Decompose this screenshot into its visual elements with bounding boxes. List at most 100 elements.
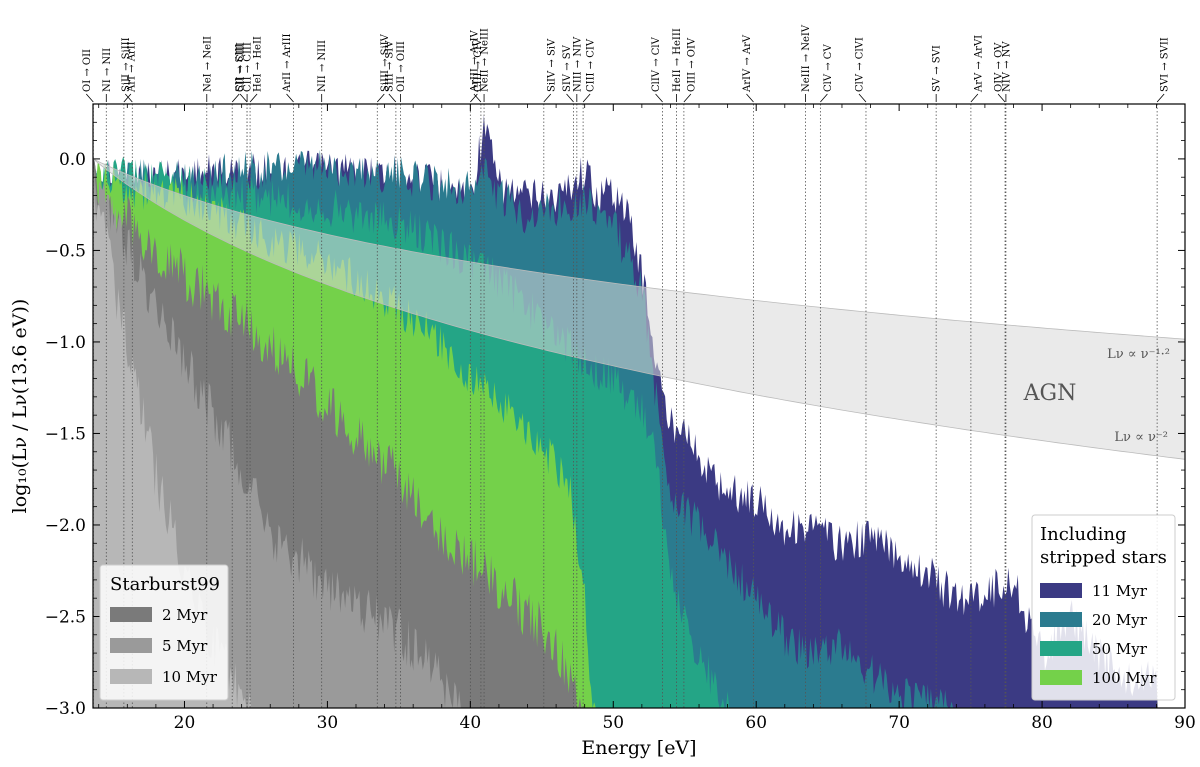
edge-connector-oiv-ov [997,93,1006,103]
y-axis-ticks: 0.0 −0.5 −1.0 −1.5 −2.0 −2.5 −3.0 [45,121,1185,719]
edge-connector-svi-svii [1156,93,1165,103]
edge-label-clv-clvi: ClV → ClVI [855,37,866,92]
edge-label-niii-niv: NIII → NIV [572,36,583,92]
edge-label-neiii-neiv: NeIII → NeIV [801,24,812,92]
legend-stripped-items: 11 Myr 20 Myr 50 Myr 100 Myr [1040,582,1157,687]
edge-label-siiii-siiv: SiIII → SiIV [380,33,391,92]
edge-label-oi-oii: OI → OII [82,49,93,92]
legend-starburst99-title: Starburst99 [110,574,220,595]
edge-label-niv-nv: NIV → NV [1001,41,1012,92]
legend-starburst99-swatch-5-myr [110,638,152,653]
plot-frame [92,103,1186,709]
edge-label-oii-oiii: OII → OIII [396,41,407,92]
edge-label-nii-niii: NII → NIII [317,40,328,92]
edge-connector-siii-siv [388,93,397,103]
edge-label-oiv-ov: OIV → OV [994,42,1005,92]
edge-label-sv-svi: SV → SVI [932,45,943,92]
legend-starburst99-swatch-2-myr [110,607,152,622]
edge-label-ariii-ariv: ArIII → ArIV [469,29,480,93]
edge-label-neii-neiii: NeII → NeIII [480,28,491,92]
agn-label: AGN [1023,381,1077,406]
legend-starburst99-label-10-myr: 10 Myr [162,668,218,686]
edge-label-cii-ciii: CII → CIII [243,42,254,92]
edge-connector-siiv-siv [543,93,552,103]
legend-starburst99-label-2-myr: 2 Myr [162,606,208,624]
legend-stripped-label-11-myr: 11 Myr [1092,582,1148,600]
edge-label-arv-arvi: ArV → ArVI [973,35,984,93]
edge-connector-ciii-civ [470,93,478,103]
edge-connector-clv-cv [820,93,828,103]
y-tick-label: 0.0 [59,150,86,170]
legend-starburst99: Starburst99 2 Myr 5 Myr 10 Myr [99,564,229,701]
legend-starburst99-box [99,564,229,701]
edge-label-siii-siv: SIII → SIV [384,40,395,92]
legend-stripped-stars: Including stripped stars 11 Myr 20 Myr 50 … [1031,514,1176,701]
plot-area [93,104,1185,708]
x-tick-label: 80 [1031,713,1053,733]
edge-connector-ariii-ariv [473,93,482,103]
edge-label-oiii-oiv: OIII → OIV [686,37,697,92]
legend-stripped-swatch-100-myr [1040,670,1082,685]
y-tick-label: −2.0 [45,516,86,536]
legend-stripped-label-20-myr: 20 Myr [1092,611,1148,629]
edge-connector-siii-siiii [125,93,133,103]
edge-label-cliv-clv: ClIV → ClV [651,36,662,92]
edge-connector-siv-sv [566,93,574,103]
y-axis-title: log₁₀(Lν / Lν(13.6 eV)) [9,299,31,514]
edge-connector-cii-ciii [239,93,248,103]
edge-label-ciii-civ: CIII → CIV [586,38,597,92]
legend-starburst99-label-5-myr: 5 Myr [162,637,208,655]
agn-labels: AGN Lν ∝ ν⁻¹·² Lν ∝ ν⁻² [1023,347,1170,445]
legend-stripped-swatch-20-myr [1040,612,1082,627]
y-tick-label: −2.5 [45,607,86,627]
agn-band-layer [93,158,1185,460]
legend-stripped-swatch-11-myr [1040,583,1082,598]
edge-label-ni-nii: NI → NII [102,48,113,92]
edge-label-arii-ariii: ArII → ArIII [282,33,293,93]
edge-connector-ciii-civ [582,93,591,103]
agn-lower-slope-label: Lν ∝ ν⁻² [1114,430,1168,445]
legend-stripped-swatch-50-myr [1040,641,1082,656]
edge-connector-oi-oii [85,93,94,103]
edge-connector-siiii-siiv [376,93,385,103]
edge-label-ari-arii: ArI → ArII [126,41,137,93]
edge-connector-sii-siii [231,93,240,103]
x-tick-label: 90 [1174,713,1196,733]
x-tick-label: 60 [745,713,767,733]
x-tick-label: 40 [460,713,482,733]
edge-connector-arv-arvi [970,93,979,103]
edge-label-ciii-civ: CIII → CIV [473,38,484,92]
edge-connector-ariv-arv [746,93,754,103]
edge-label-svi-svii: SVI → SVII [1160,37,1171,92]
x-tick-label: 50 [602,713,624,733]
edge-connector-oiii-oiv [683,93,692,103]
y-tick-label: −3.0 [45,699,86,719]
edge-label-nei-neii: NeI → NeII [202,36,213,92]
edge-connector-ari-arii [123,93,132,103]
edge-label-ariv-arv: ArIV → ArV [742,34,753,93]
edge-label-cii-ciii: CII → CIII [236,42,247,92]
legend-stripped-label-50-myr: 50 Myr [1092,640,1148,658]
edge-connector-clv-clvi [858,93,867,103]
x-axis-title: Energy [eV] [581,737,696,759]
edge-label-siv-sv: SIV → SV [562,44,573,92]
x-tick-label: 30 [317,713,339,733]
legend-stripped-title-line2: stripped stars [1040,547,1167,568]
edge-label-siii-siiii: SiII → SiIII [121,37,132,92]
y-tick-label: −0.5 [45,241,86,261]
legend-stripped-title-line1: Including [1040,524,1127,545]
edge-connector-cliv-clv [655,93,663,103]
y-tick-label: −1.0 [45,333,86,353]
edge-label-heii-heiii: HeII → HeIII [672,28,683,92]
x-tick-label: 70 [888,713,910,733]
legend-starburst99-swatch-10-myr [110,669,152,684]
legend-starburst99-items: 2 Myr 5 Myr 10 Myr [110,606,218,686]
x-tick-label: 20 [174,713,196,733]
agn-upper-slope-label: Lν ∝ ν⁻¹·² [1107,347,1170,362]
y-tick-label: −1.5 [45,424,86,444]
edge-connector-hei-heii [249,93,258,103]
edge-connector-arii-ariii [286,93,294,103]
x-axis-ticks: 20 30 40 50 60 70 80 90 [98,104,1196,733]
